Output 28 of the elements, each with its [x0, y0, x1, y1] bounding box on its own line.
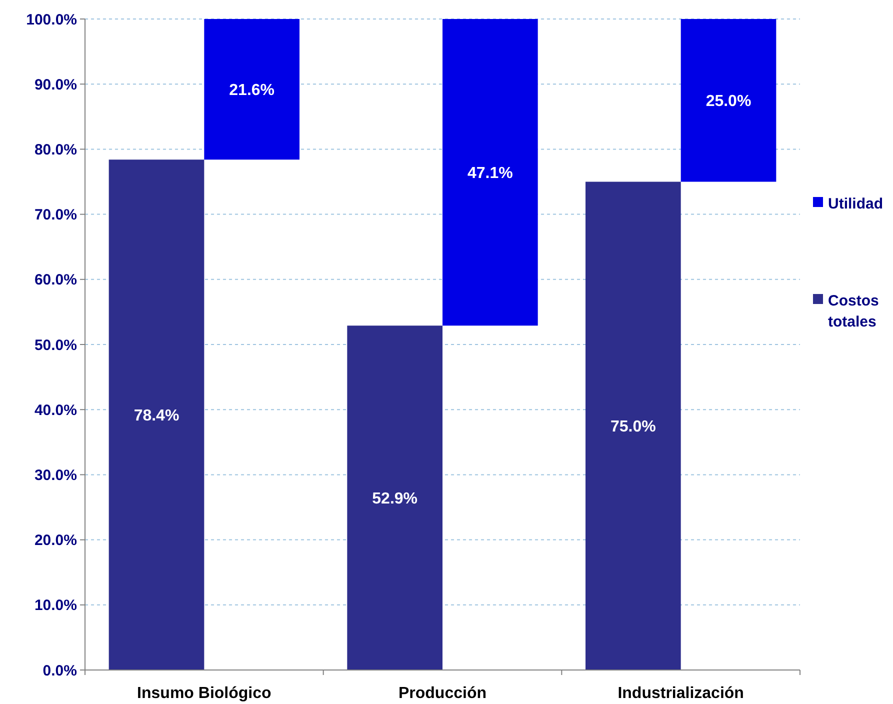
x-tick-label: Industrialización [618, 685, 744, 702]
y-tick-label: 30.0% [34, 466, 77, 484]
bar [347, 326, 442, 670]
data-label: 52.9% [372, 490, 418, 508]
bar [204, 19, 300, 160]
y-tick-label: 0.0% [42, 662, 77, 680]
y-tick-label: 20.0% [34, 532, 77, 550]
data-label: 21.6% [229, 82, 275, 99]
bar [680, 19, 776, 182]
bar [108, 160, 204, 670]
data-label: 47.1% [467, 164, 513, 182]
y-tick-label: 40.0% [34, 402, 77, 419]
x-tick-label: Insumo Biológico [137, 685, 272, 702]
y-tick-label: 50.0% [34, 336, 77, 354]
y-tick-label: 100.0% [26, 11, 77, 28]
y-tick-label: 10.0% [34, 597, 77, 614]
y-tick-label: 70.0% [34, 206, 77, 224]
data-label: 75.0% [610, 418, 656, 436]
y-tick-label: 80.0% [34, 141, 77, 158]
y-tick-label: 90.0% [34, 76, 77, 94]
legend-label: Costos totales [828, 292, 879, 330]
data-label: 78.4% [134, 407, 180, 424]
data-label: 25.0% [706, 92, 752, 110]
x-tick-label: Producción [398, 685, 487, 702]
bar [442, 19, 538, 326]
legend-label: Utilidad [828, 195, 883, 212]
y-tick-label: 60.0% [34, 272, 77, 289]
bar [586, 182, 681, 670]
